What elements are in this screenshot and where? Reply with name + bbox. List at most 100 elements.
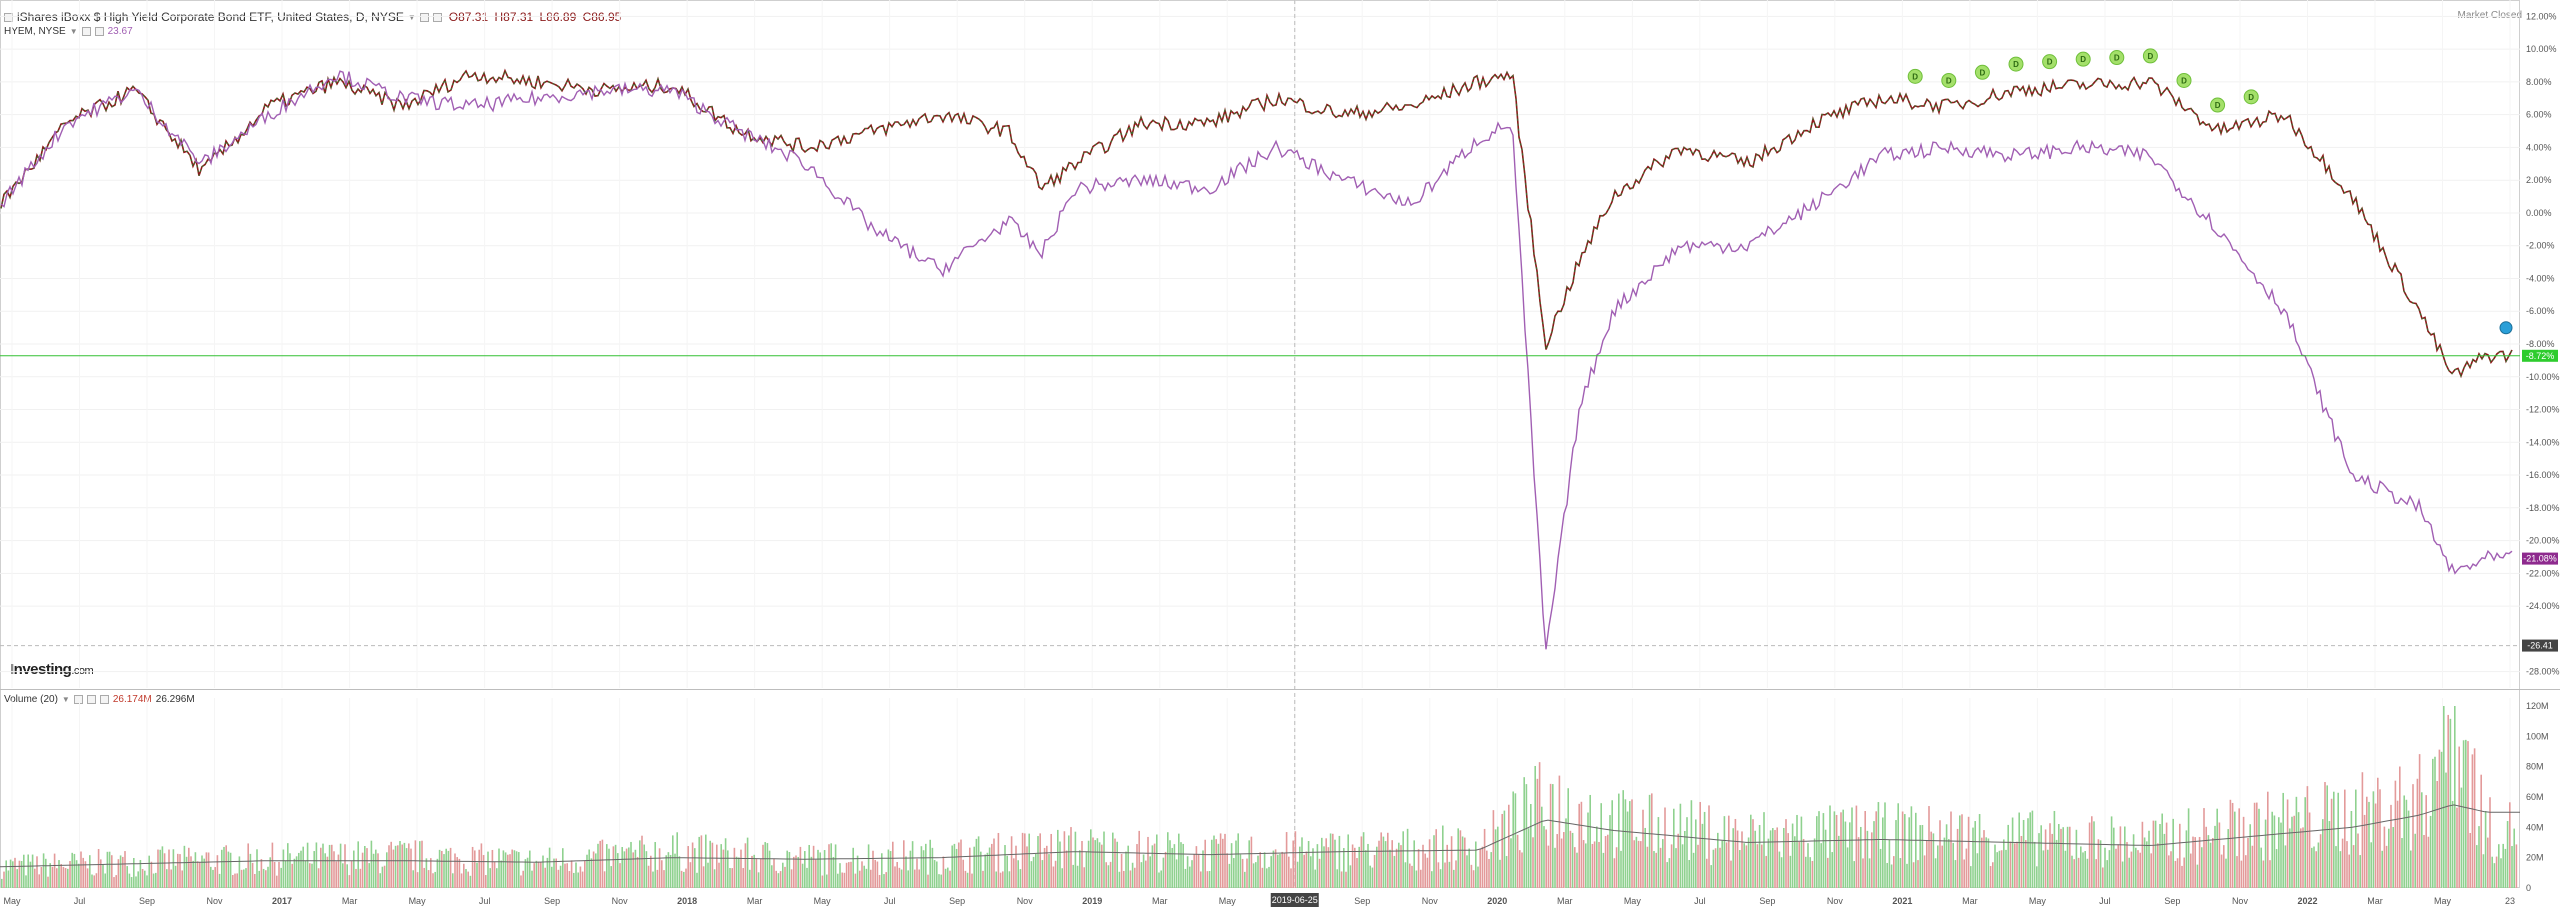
volume-bar <box>2190 853 2192 888</box>
dividend-marker-label: D <box>2181 76 2187 85</box>
compare-value: 23.67 <box>107 26 133 37</box>
volume-bar <box>804 851 806 888</box>
volume-bar <box>1255 862 1257 888</box>
volume-bar <box>223 846 225 888</box>
chevron-down-icon[interactable]: ▼ <box>69 27 78 36</box>
volume-bar <box>2260 847 2262 888</box>
volume-bar <box>1882 817 1884 888</box>
volume-bar <box>2418 754 2421 888</box>
volume-bar <box>1158 872 1160 888</box>
volume-bar <box>2049 823 2051 888</box>
volume-bar <box>326 856 329 888</box>
volume-bar <box>843 872 846 888</box>
volume-bar <box>559 865 562 888</box>
volume-bar <box>663 870 665 888</box>
volume-bar <box>1666 862 1668 888</box>
dividend-marker-icon <box>2008 56 2024 72</box>
chevron-down-icon[interactable]: ▼ <box>407 12 416 22</box>
volume-bar <box>443 854 445 888</box>
price-tick-label: -24.00% <box>2526 601 2560 611</box>
volume-bar <box>689 862 692 888</box>
volume-bar <box>821 875 824 888</box>
volume-bar <box>1404 862 1407 888</box>
close-icon[interactable] <box>94 27 104 36</box>
volume-bar <box>1241 858 1244 888</box>
volume-bar <box>999 872 1002 888</box>
volume-bar <box>1217 843 1220 888</box>
chevron-down-icon[interactable]: ▼ <box>61 695 70 704</box>
volume-bar <box>1635 836 1638 888</box>
volume-bar <box>194 852 197 888</box>
volume-bar <box>247 843 249 888</box>
volume-bar <box>2196 864 2199 888</box>
settings-icon[interactable] <box>73 695 83 704</box>
volume-bar <box>652 871 654 888</box>
volume-bar <box>566 863 568 888</box>
volume-bar <box>1730 860 1732 888</box>
volume-bar <box>1362 832 1365 888</box>
volume-bar <box>2335 846 2337 888</box>
volume-bar <box>1915 812 1917 888</box>
settings-icon[interactable] <box>81 27 91 36</box>
volume-tick-label: 60M <box>2526 792 2544 802</box>
volume-bar <box>1233 858 1235 888</box>
x-tick-label: Mar <box>1152 896 1168 906</box>
volume-bar <box>1877 802 1880 888</box>
volume-bar <box>229 852 232 888</box>
volume-bar <box>1963 859 1965 888</box>
hide-icon[interactable] <box>99 695 109 704</box>
settings-icon[interactable] <box>419 12 429 22</box>
volume-bar <box>1624 799 1627 888</box>
volume-bar <box>764 842 766 888</box>
volume-bar <box>2007 824 2009 888</box>
volume-bar <box>168 849 170 888</box>
volume-bar <box>1 878 3 888</box>
volume-bar <box>645 851 648 888</box>
volume-bar <box>2447 714 2449 888</box>
close-icon[interactable] <box>432 12 442 22</box>
volume-bar <box>1356 858 1358 888</box>
volume-bar <box>1745 845 1748 888</box>
volume-bar <box>265 870 267 888</box>
close-icon[interactable] <box>86 695 96 704</box>
volume-bar <box>546 857 549 888</box>
volume-bar <box>2084 851 2086 888</box>
volume-bar <box>273 861 276 888</box>
volume-bar <box>2291 816 2293 888</box>
volume-bar <box>2102 867 2104 888</box>
volume-bar <box>595 853 597 888</box>
dividend-marker-icon <box>2109 50 2125 66</box>
volume-bar <box>399 841 401 888</box>
plot-frame <box>0 0 2520 888</box>
volume-bar <box>900 869 903 888</box>
volume-bar <box>894 866 896 888</box>
volume-bar <box>42 853 45 888</box>
volume-bar <box>1818 811 1820 888</box>
volume-bar <box>269 857 271 888</box>
volume-bar <box>1972 827 1974 888</box>
x-tick-label: Jul <box>1694 896 1706 906</box>
volume-bar <box>1488 858 1490 888</box>
volume-bar <box>1373 854 1376 888</box>
volume-bar <box>1558 775 1561 888</box>
x-tick-label: Mar <box>1557 896 1573 906</box>
volume-bar <box>482 855 485 888</box>
volume-bar <box>115 875 117 888</box>
volume-bar <box>185 856 188 888</box>
volume-bar <box>953 843 956 888</box>
volume-bar <box>1651 793 1653 888</box>
volume-bar <box>1675 848 1677 888</box>
volume-bar <box>936 861 938 888</box>
volume-bar <box>2352 845 2355 888</box>
volume-bar <box>1083 867 1085 888</box>
volume-bar <box>2121 861 2124 888</box>
volume-bar <box>1237 833 1239 888</box>
volume-bar <box>2036 866 2038 888</box>
volume-bar <box>1252 863 1255 888</box>
volume-bar <box>1153 843 1156 888</box>
volume-bar <box>1096 838 1099 888</box>
volume-bar <box>2093 821 2095 888</box>
volume-bar <box>344 844 346 888</box>
volume-bar <box>982 870 984 888</box>
